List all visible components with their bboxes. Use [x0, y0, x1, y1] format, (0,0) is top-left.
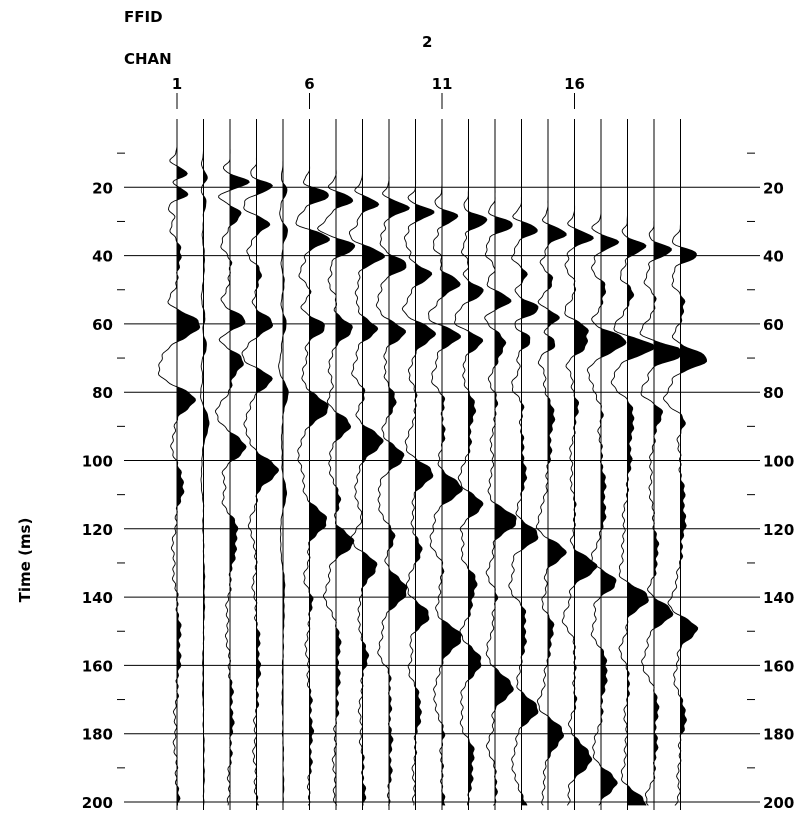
y-tick-label-left: 20	[92, 179, 113, 197]
trace-wiggle	[535, 119, 567, 806]
trace-wiggle	[375, 119, 410, 806]
chan-label: CHAN	[124, 50, 172, 68]
trace-7	[316, 119, 356, 810]
trace-fill	[256, 119, 279, 806]
trace-6	[295, 119, 330, 810]
trace-wiggle	[200, 119, 210, 806]
trace-wiggle	[157, 119, 201, 806]
trace-fill	[203, 119, 209, 806]
ffid-label: FFID	[124, 8, 163, 26]
y-tick-label-left: 200	[82, 794, 113, 812]
trace-4	[241, 119, 279, 810]
trace-18	[610, 119, 654, 810]
trace-fill	[680, 119, 707, 806]
trace-fill	[654, 119, 680, 806]
trace-fill	[336, 119, 355, 806]
y-axis-label: Time (ms)	[16, 518, 34, 603]
chan-tick-label: 1	[172, 75, 182, 93]
trace-fill	[468, 119, 487, 806]
trace-group	[157, 119, 707, 810]
trace-fill	[601, 119, 626, 806]
trace-17	[586, 119, 627, 810]
trace-fill	[309, 119, 330, 806]
trace-wiggle	[278, 119, 289, 806]
trace-15	[535, 119, 567, 810]
trace-wiggle	[663, 119, 707, 806]
ffid-value: 2	[422, 33, 432, 51]
trace-20	[663, 119, 707, 810]
trace-wiggle	[348, 119, 385, 806]
y-tick-label-left: 180	[82, 726, 113, 744]
trace-8	[348, 119, 385, 810]
y-tick-label-right: 20	[763, 179, 784, 197]
trace-fill	[362, 119, 385, 806]
y-tick-label-left: 60	[92, 316, 113, 334]
chan-tick-label: 16	[564, 75, 585, 93]
trace-wiggle	[428, 119, 463, 806]
trace-fill	[627, 119, 654, 806]
trace-fill	[495, 119, 517, 806]
trace-10	[401, 119, 437, 810]
y-tick-label-right: 80	[763, 384, 784, 402]
trace-12	[454, 119, 488, 810]
y-tick-label-left: 140	[82, 589, 113, 607]
trace-wiggle	[295, 119, 330, 806]
trace-wiggle	[241, 119, 279, 806]
trace-wiggle	[508, 119, 539, 806]
trace-1	[157, 119, 201, 810]
y-tick-label-left: 100	[82, 453, 113, 471]
trace-3	[214, 119, 250, 810]
y-tick-label-left: 160	[82, 657, 113, 675]
trace-fill	[283, 119, 289, 806]
trace-fill	[230, 119, 250, 806]
y-tick-label-right: 140	[763, 589, 794, 607]
trace-fill	[415, 119, 436, 806]
y-tick-label-right: 100	[763, 453, 794, 471]
y-tick-label-right: 60	[763, 316, 784, 334]
trace-2	[200, 119, 210, 810]
trace-5	[278, 119, 289, 810]
y-tick-label-right: 180	[763, 726, 794, 744]
y-tick-label-right: 120	[763, 521, 794, 539]
y-tick-label-right: 40	[763, 248, 784, 266]
trace-13	[484, 119, 517, 810]
trace-fill	[177, 119, 200, 806]
trace-wiggle	[586, 119, 627, 806]
trace-fill	[548, 119, 567, 806]
chan-tick-label: 6	[304, 75, 314, 93]
trace-wiggle	[561, 119, 598, 806]
trace-fill	[442, 119, 463, 806]
trace-11	[428, 119, 463, 810]
y-tick-label-right: 200	[763, 794, 794, 812]
trace-wiggle	[401, 119, 437, 806]
trace-fill	[574, 119, 598, 806]
trace-wiggle	[316, 119, 356, 806]
trace-wiggle	[214, 119, 250, 806]
trace-wiggle	[454, 119, 488, 806]
trace-wiggle	[639, 119, 681, 806]
trace-fill	[389, 119, 410, 806]
trace-14	[508, 119, 539, 810]
y-tick-label-left: 120	[82, 521, 113, 539]
axis-labels: 20 20 40 40 60 60 80 80 100 100 120 120 140 140 160 160…	[82, 75, 795, 812]
chan-tick-label: 11	[432, 75, 453, 93]
y-tick-label-left: 40	[92, 248, 113, 266]
y-tick-label-left: 80	[92, 384, 113, 402]
y-tick-label-right: 160	[763, 657, 794, 675]
trace-16	[561, 119, 598, 810]
trace-wiggle	[484, 119, 517, 806]
trace-9	[375, 119, 410, 810]
trace-wiggle	[610, 119, 654, 806]
trace-19	[639, 119, 681, 810]
